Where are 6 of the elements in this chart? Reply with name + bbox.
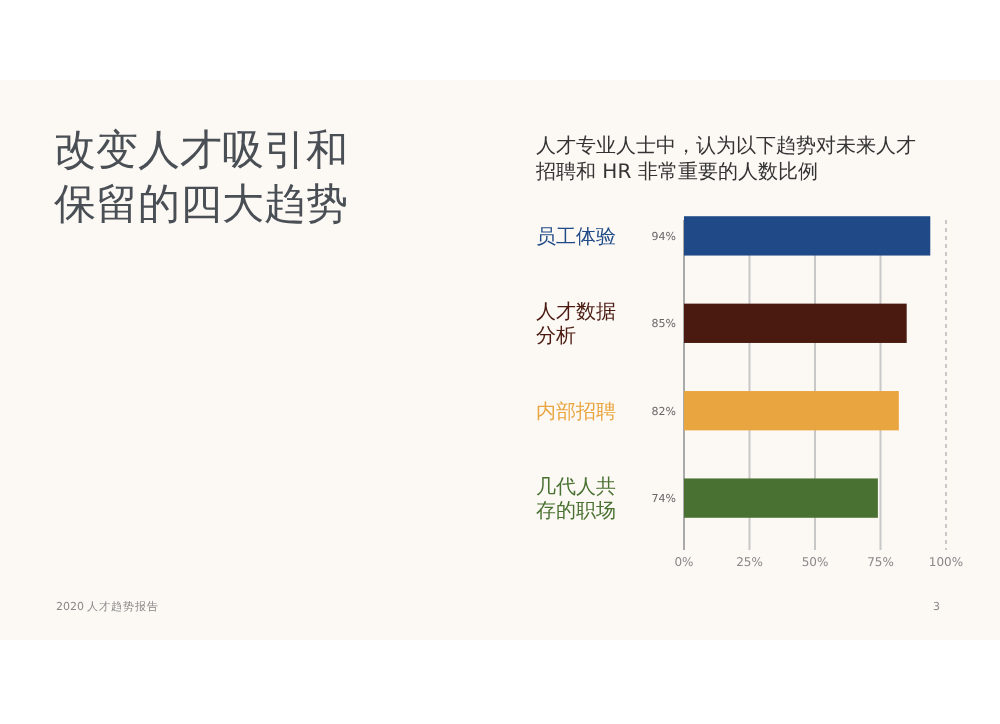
chart-subtitle: 人才专业人士中，认为以下趋势对未来人才招聘和 HR 非常重要的人数比例 [534,134,916,184]
y-tick-label: 人才数据分析 [536,300,616,349]
y-tick-label: 员工体验 [536,224,616,249]
y-tick-label: 几代人共存的职场 [536,475,616,524]
text: 改变人才吸引和保留的四大趋势 [54,126,348,228]
y-tick-label: 内部招聘 [536,399,616,424]
